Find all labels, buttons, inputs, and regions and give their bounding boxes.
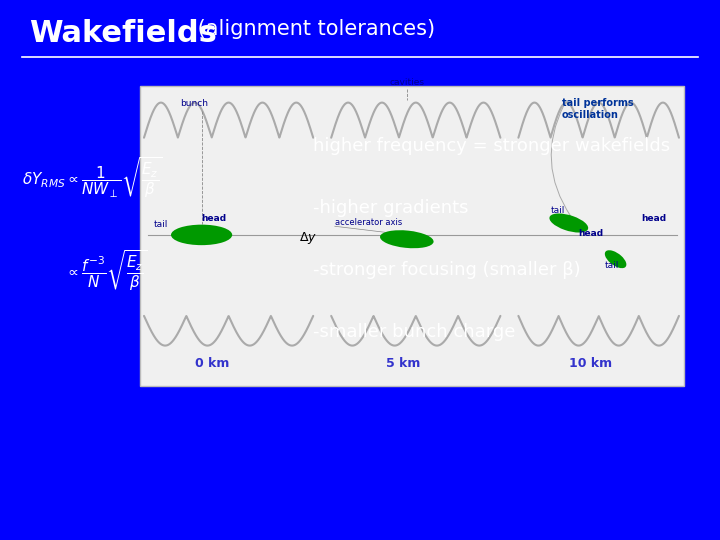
Text: tail performs
oscillation: tail performs oscillation [562,98,633,120]
Text: cavities: cavities [390,78,424,87]
Ellipse shape [549,213,588,233]
Text: higher frequency = stronger wakefields: higher frequency = stronger wakefields [313,137,670,155]
Text: -stronger focusing (smaller β): -stronger focusing (smaller β) [313,261,581,279]
Text: 5 km: 5 km [386,357,420,370]
Text: -higher gradients: -higher gradients [313,199,469,217]
Text: tail: tail [153,220,168,229]
Text: head: head [578,229,603,238]
FancyBboxPatch shape [140,86,684,386]
Text: 10 km: 10 km [569,357,612,370]
Text: (alignment tolerances): (alignment tolerances) [191,19,435,39]
Text: $\delta Y_{RMS} \propto \dfrac{1}{NW_{\perp}} \sqrt{\dfrac{E_z}{\beta}}$: $\delta Y_{RMS} \propto \dfrac{1}{NW_{\p… [22,156,163,200]
Text: $\Delta y$: $\Delta y$ [299,230,317,246]
Text: head: head [202,214,227,224]
Text: tail: tail [551,206,565,215]
Text: Wakefields: Wakefields [29,19,217,48]
Ellipse shape [380,230,433,248]
Text: head: head [641,214,666,224]
Text: $\propto \dfrac{f^{-3}}{N} \sqrt{\dfrac{E_z}{\beta}}$: $\propto \dfrac{f^{-3}}{N} \sqrt{\dfrac{… [65,248,148,292]
Text: accelerator axis: accelerator axis [335,218,402,227]
Text: bunch: bunch [181,99,208,108]
FancyArrowPatch shape [552,105,571,217]
Text: tail: tail [605,261,619,271]
Text: -smaller bunch charge: -smaller bunch charge [313,323,516,341]
Ellipse shape [605,250,626,268]
Text: 0 km: 0 km [195,357,230,370]
Ellipse shape [171,225,233,245]
